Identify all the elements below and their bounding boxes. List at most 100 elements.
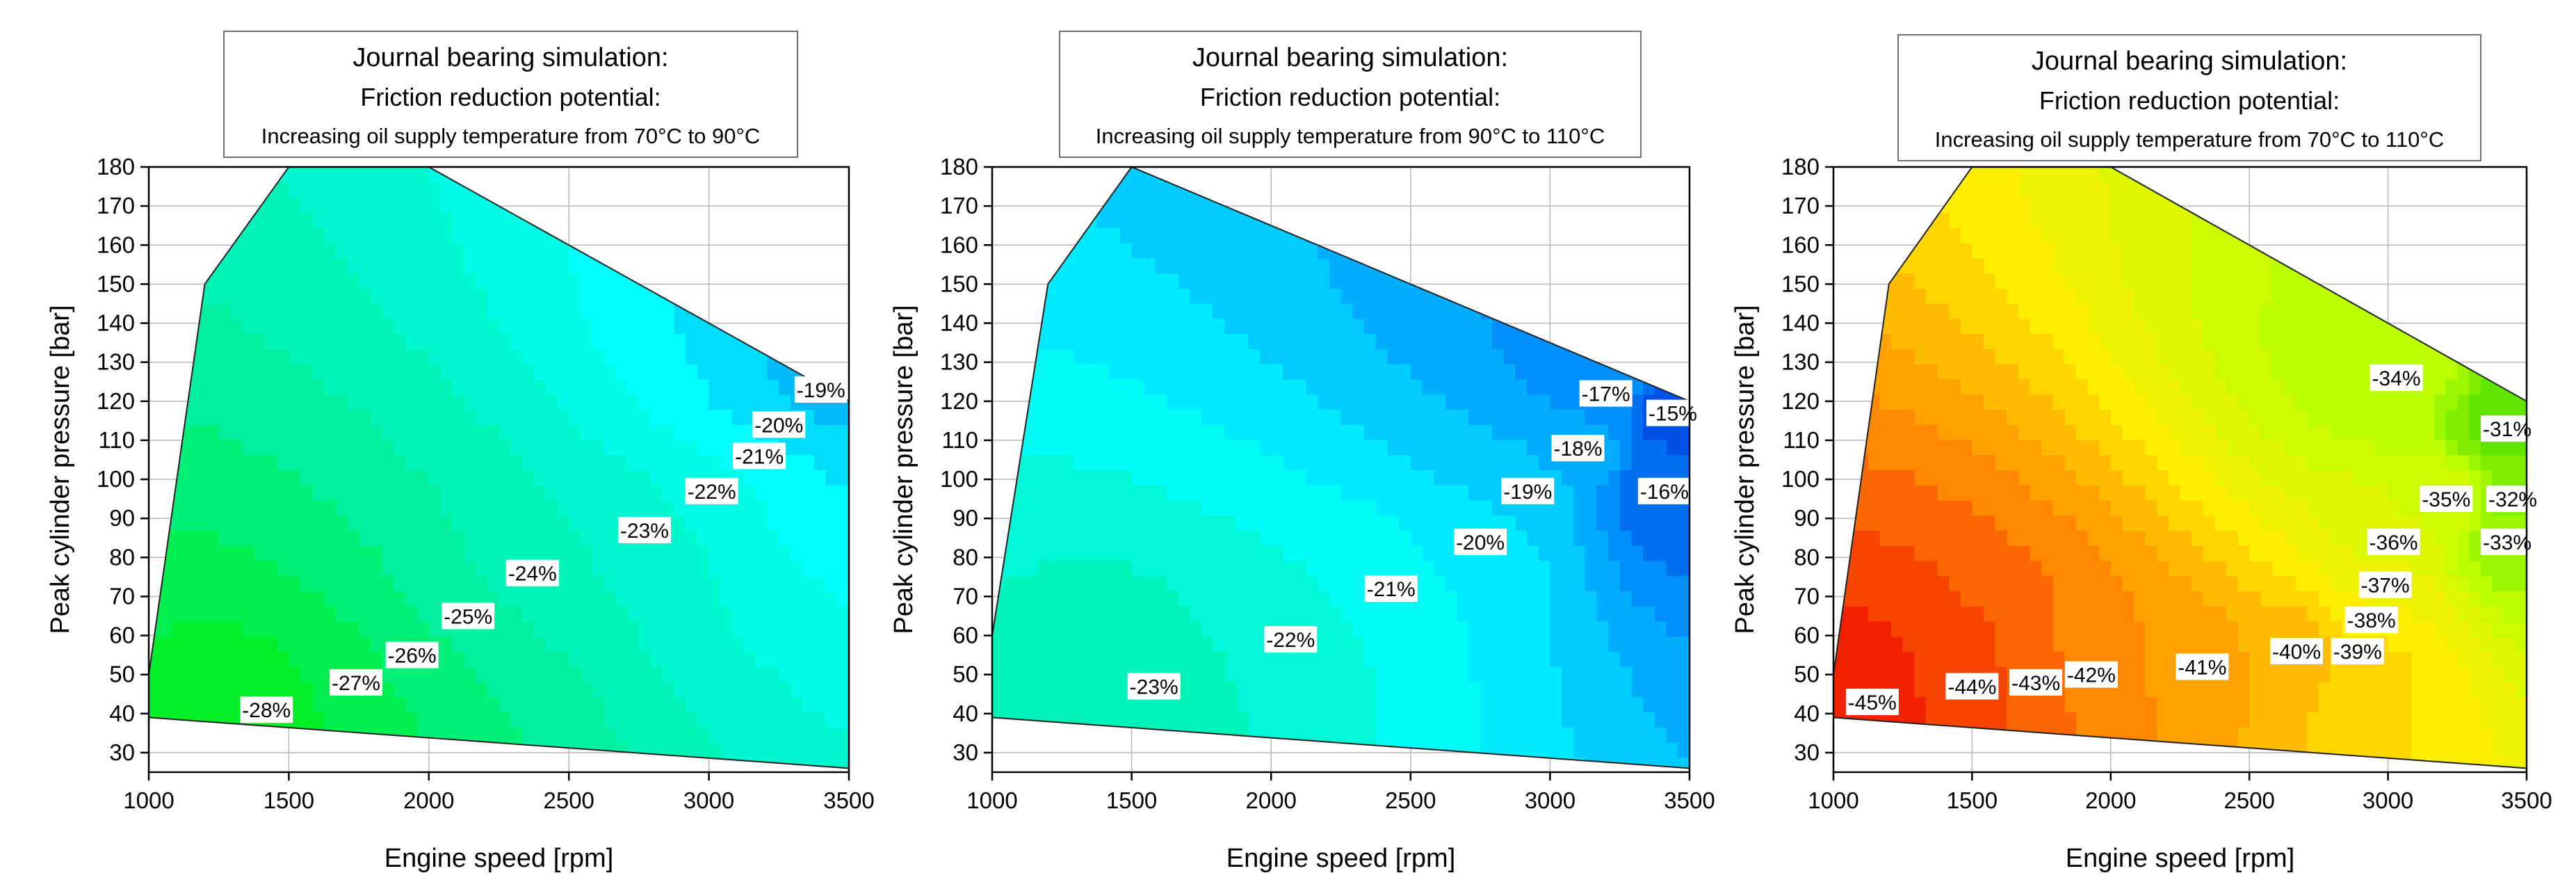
y-tick-label: 100 bbox=[97, 466, 135, 492]
y-tick-label: 80 bbox=[953, 544, 978, 570]
y-tick-label: 80 bbox=[1794, 544, 1820, 570]
y-tick-label: 150 bbox=[940, 271, 978, 296]
contour-label-text: -42% bbox=[2067, 664, 2116, 687]
contour-label: -19% bbox=[1501, 477, 1555, 504]
y-tick-label: 50 bbox=[1794, 662, 1820, 687]
contour-label: -21% bbox=[1364, 575, 1418, 602]
contour-label: -16% bbox=[1637, 477, 1691, 504]
y-tick-label: 80 bbox=[109, 544, 135, 570]
y-tick-label: 130 bbox=[97, 349, 135, 375]
contour-label: -27% bbox=[330, 669, 383, 696]
x-tick-label: 3000 bbox=[1525, 787, 1575, 813]
axes-frame bbox=[991, 166, 1691, 774]
contour-label: -24% bbox=[505, 559, 559, 586]
contour-label: -38% bbox=[2344, 607, 2398, 634]
y-tick-label: 70 bbox=[109, 583, 135, 609]
title-line: Friction reduction potential: bbox=[1200, 83, 1500, 111]
y-tick-label: 40 bbox=[1794, 701, 1820, 726]
title-line: Increasing oil supply temperature from 7… bbox=[261, 124, 760, 148]
contour-label: -35% bbox=[2420, 486, 2473, 513]
x-tick-label: 3500 bbox=[1664, 787, 1715, 813]
title-line: Friction reduction potential: bbox=[2039, 86, 2340, 115]
title-box: Journal bearing simulation: Friction redu… bbox=[1897, 34, 2481, 161]
y-tick-label: 140 bbox=[1781, 310, 1820, 336]
contour-label-text: -31% bbox=[2483, 418, 2532, 441]
contour-label: -40% bbox=[2269, 638, 2323, 664]
contour-label: -43% bbox=[2009, 669, 2063, 696]
contour-label: -23% bbox=[617, 517, 671, 543]
y-tick-label: 30 bbox=[953, 739, 978, 765]
contour-label-text: -45% bbox=[1848, 691, 1897, 714]
contour-label: -41% bbox=[2176, 653, 2229, 680]
contour-label: -18% bbox=[1551, 435, 1605, 462]
x-tick-label: 2500 bbox=[1385, 787, 1436, 813]
contour-label-text: -44% bbox=[1947, 676, 1996, 699]
x-tick-label: 2500 bbox=[543, 787, 594, 813]
contour-label-text: -35% bbox=[2422, 488, 2470, 511]
contour-label-text: -40% bbox=[2272, 641, 2321, 664]
y-tick-label: 120 bbox=[940, 388, 978, 414]
contour-label: -25% bbox=[442, 602, 495, 630]
contour-label-text: -19% bbox=[797, 379, 845, 402]
contour-label-text: -20% bbox=[754, 414, 803, 437]
contour-label: -32% bbox=[2486, 486, 2540, 513]
contour-label-text: -23% bbox=[1130, 676, 1178, 699]
contour-label: -17% bbox=[1579, 380, 1633, 407]
y-tick-label: 50 bbox=[953, 662, 978, 687]
x-tick-label: 2000 bbox=[1245, 787, 1296, 813]
axes-frame bbox=[1832, 166, 2528, 774]
y-tick-label: 60 bbox=[109, 623, 135, 648]
contour-label-text: -38% bbox=[2347, 609, 2396, 632]
y-tick-label: 110 bbox=[1783, 427, 1820, 453]
contour-label-text: -18% bbox=[1553, 438, 1602, 461]
y-tick-label: 110 bbox=[98, 427, 135, 453]
contour-label-text: -22% bbox=[1266, 629, 1315, 652]
x-tick-label: 2000 bbox=[403, 787, 454, 813]
contour-label: -44% bbox=[1945, 673, 1999, 700]
contour-label: -22% bbox=[1264, 626, 1318, 653]
contour-label-text: -22% bbox=[688, 481, 736, 504]
contour-label: -45% bbox=[1845, 688, 1899, 715]
y-tick-label: 130 bbox=[1781, 349, 1820, 375]
contour-label-text: -20% bbox=[1456, 531, 1505, 554]
y-tick-label: 90 bbox=[109, 505, 135, 531]
x-axis-title: Engine speed [rpm] bbox=[384, 844, 614, 873]
x-tick-label: 3000 bbox=[683, 787, 734, 813]
y-tick-label: 170 bbox=[1781, 193, 1820, 218]
contour-label-text: -16% bbox=[1640, 481, 1689, 504]
title-line: Journal bearing simulation: bbox=[1192, 43, 1508, 72]
contour-label: -33% bbox=[2481, 528, 2534, 555]
title-line: Journal bearing simulation: bbox=[353, 43, 668, 72]
y-tick-label: 50 bbox=[109, 662, 135, 687]
title-box: Journal bearing simulation: Friction redu… bbox=[223, 31, 798, 158]
x-tick-label: 1000 bbox=[123, 787, 174, 813]
contour-label: -23% bbox=[1127, 673, 1181, 700]
x-tick-label: 1500 bbox=[1947, 787, 1998, 813]
y-tick-label: 90 bbox=[953, 505, 978, 531]
y-tick-label: 170 bbox=[97, 193, 135, 218]
contour-label: -26% bbox=[385, 641, 439, 669]
x-tick-label: 1500 bbox=[1106, 787, 1157, 813]
contour-label-text: -21% bbox=[1367, 578, 1416, 601]
contour-label: -22% bbox=[685, 477, 738, 504]
contour-label-text: -28% bbox=[242, 699, 291, 722]
contour-label: -42% bbox=[2064, 661, 2118, 688]
contour-label-text: -37% bbox=[2361, 575, 2410, 598]
y-axis-title: Peak cylinder pressure [bar] bbox=[889, 305, 918, 634]
contour-label: -34% bbox=[2370, 365, 2423, 392]
contour-label-text: -24% bbox=[508, 563, 557, 586]
contour-label: -21% bbox=[733, 442, 786, 470]
x-tick-label: 2500 bbox=[2223, 787, 2274, 813]
y-tick-label: 30 bbox=[1794, 739, 1820, 765]
x-tick-label: 1000 bbox=[966, 787, 1017, 813]
y-tick-label: 140 bbox=[940, 310, 978, 336]
y-tick-label: 180 bbox=[940, 154, 978, 179]
contour-label-text: -19% bbox=[1503, 481, 1552, 504]
x-tick-label: 1000 bbox=[1808, 787, 1858, 813]
contour-label-text: -34% bbox=[2372, 367, 2421, 390]
y-tick-label: 30 bbox=[109, 739, 135, 765]
title-line: Journal bearing simulation: bbox=[2032, 47, 2347, 76]
contour-label-text: -33% bbox=[2483, 531, 2532, 554]
y-tick-label: 90 bbox=[1794, 505, 1820, 531]
y-tick-label: 180 bbox=[1781, 154, 1820, 179]
